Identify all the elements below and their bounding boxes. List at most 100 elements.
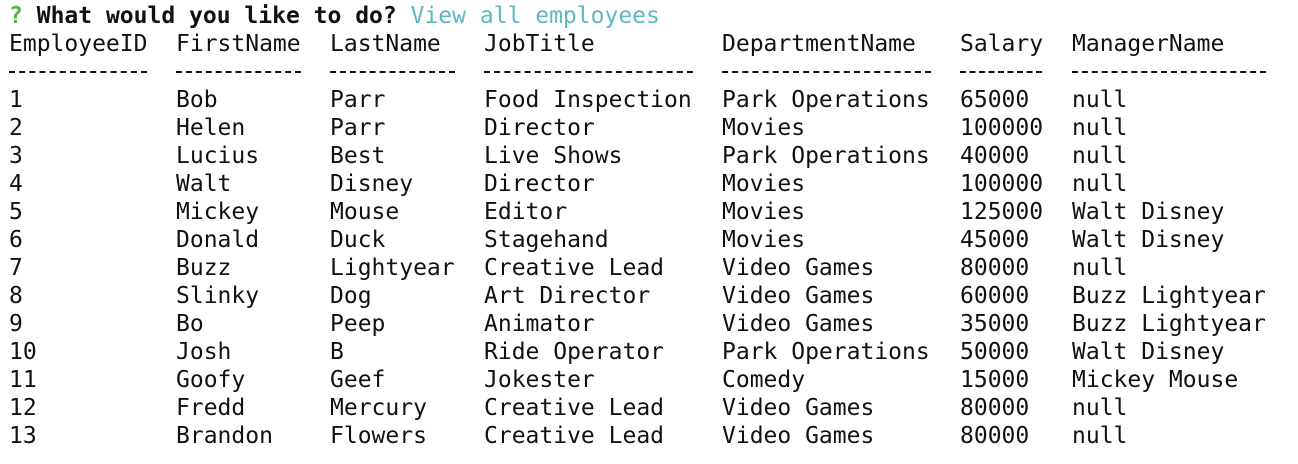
cell-employee-id: 8: [9, 283, 23, 309]
column-header-last-name: LastName: [330, 31, 441, 57]
table-row: 1 Bob Parr Food Inspection Park Operations 65…: [9, 86, 1293, 114]
cell-employee-id: 6: [9, 227, 23, 253]
cell-salary: 60000: [960, 283, 1030, 309]
cell-employee-id: 4: [9, 171, 23, 197]
cell-job-title: Art Director: [484, 283, 651, 309]
cell-manager-name: Walt Disney: [1072, 339, 1225, 365]
cell-last-name: Peep: [330, 311, 386, 337]
cell-last-name: Mercury: [330, 395, 427, 421]
cell-salary: 80000: [960, 423, 1030, 449]
cell-salary: 100000: [960, 171, 1044, 197]
table-row: 3 Lucius Best Live Shows Park Operations 4000…: [9, 142, 1293, 170]
cell-manager-name: null: [1072, 255, 1128, 281]
cell-last-name: Flowers: [330, 423, 427, 449]
cell-department-name: Park Operations: [722, 87, 930, 113]
column-header-salary: Salary: [960, 31, 1044, 57]
cell-job-title: Director: [484, 171, 595, 197]
cell-department-name: Comedy: [722, 367, 806, 393]
cell-salary: 80000: [960, 255, 1030, 281]
cell-first-name: Goofy: [176, 367, 246, 393]
cell-last-name: Dog: [330, 283, 372, 309]
cell-manager-name: null: [1072, 395, 1128, 421]
cell-first-name: Lucius: [176, 143, 260, 169]
prompt-question: What would you like to do?: [36, 3, 397, 29]
separator-last-name: [330, 71, 455, 73]
cell-salary: 65000: [960, 87, 1030, 113]
column-header-job-title: JobTitle: [484, 31, 595, 57]
cell-first-name: Donald: [176, 227, 260, 253]
cell-employee-id: 3: [9, 143, 23, 169]
cell-first-name: Josh: [176, 339, 232, 365]
cell-first-name: Mickey: [176, 199, 260, 225]
prompt-mark: ?: [9, 3, 23, 29]
separator-salary: [960, 71, 1042, 73]
cell-first-name: Slinky: [176, 283, 260, 309]
cell-job-title: Stagehand: [484, 227, 609, 253]
table-row: 11 Goofy Geef Jokester Comedy 15000 Mickey Mou…: [9, 366, 1293, 394]
cell-job-title: Jokester: [484, 367, 595, 393]
cell-salary: 40000: [960, 143, 1030, 169]
table-separator-row: [9, 58, 1293, 86]
cell-department-name: Park Operations: [722, 339, 930, 365]
cell-employee-id: 10: [9, 339, 37, 365]
cell-employee-id: 9: [9, 311, 23, 337]
cell-salary: 50000: [960, 339, 1030, 365]
prompt-answer: View all employees: [410, 3, 660, 29]
cell-salary: 35000: [960, 311, 1030, 337]
cell-salary: 100000: [960, 115, 1044, 141]
cell-job-title: Creative Lead: [484, 423, 665, 449]
table-row: 6 Donald Duck Stagehand Movies 45000 Walt Disn…: [9, 226, 1293, 254]
cell-manager-name: null: [1072, 115, 1128, 141]
cell-salary: 125000: [960, 199, 1044, 225]
table-row: 8 Slinky Dog Art Director Video Games 60000 Bu…: [9, 282, 1293, 310]
cell-manager-name: null: [1072, 143, 1128, 169]
cell-department-name: Video Games: [722, 283, 875, 309]
cell-job-title: Editor: [484, 199, 568, 225]
table-row: 2 Helen Parr Director Movies 100000 null: [9, 114, 1293, 142]
cell-employee-id: 11: [9, 367, 37, 393]
cell-job-title: Live Shows: [484, 143, 623, 169]
separator-employee-id: [9, 71, 147, 73]
cell-manager-name: null: [1072, 87, 1128, 113]
table-row: 9 Bo Peep Animator Video Games 35000 Buzz Ligh…: [9, 310, 1293, 338]
separator-manager-name: [1072, 71, 1266, 73]
cell-last-name: Lightyear: [330, 255, 455, 281]
cell-department-name: Movies: [722, 115, 806, 141]
cell-manager-name: Mickey Mouse: [1072, 367, 1239, 393]
cell-department-name: Video Games: [722, 423, 875, 449]
cell-last-name: Geef: [330, 367, 386, 393]
cell-job-title: Ride Operator: [484, 339, 665, 365]
cell-salary: 80000: [960, 395, 1030, 421]
cell-last-name: Parr: [330, 115, 386, 141]
cell-employee-id: 2: [9, 115, 23, 141]
cell-first-name: Bob: [176, 87, 218, 113]
cell-job-title: Director: [484, 115, 595, 141]
cell-department-name: Movies: [722, 199, 806, 225]
terminal-output: ? What would you like to do? View all em…: [9, 2, 1293, 450]
cell-employee-id: 7: [9, 255, 23, 281]
table-row: 13 Brandon Flowers Creative Lead Video Games…: [9, 422, 1293, 450]
cell-last-name: Mouse: [330, 199, 400, 225]
table-row: 5 Mickey Mouse Editor Movies 125000 Walt Disne…: [9, 198, 1293, 226]
column-header-manager-name: ManagerName: [1072, 31, 1225, 57]
cell-manager-name: null: [1072, 423, 1128, 449]
cell-first-name: Walt: [176, 171, 232, 197]
cell-manager-name: null: [1072, 171, 1128, 197]
cell-employee-id: 1: [9, 87, 23, 113]
cell-manager-name: Buzz Lightyear: [1072, 311, 1266, 337]
cell-first-name: Brandon: [176, 423, 273, 449]
cell-manager-name: Walt Disney: [1072, 227, 1225, 253]
separator-department-name: [722, 71, 931, 73]
cell-first-name: Bo: [176, 311, 204, 337]
cell-salary: 15000: [960, 367, 1030, 393]
cell-job-title: Animator: [484, 311, 595, 337]
table-row: 12 Fredd Mercury Creative Lead Video Games 80…: [9, 394, 1293, 422]
separator-job-title: [484, 71, 693, 73]
cell-department-name: Video Games: [722, 395, 875, 421]
cell-department-name: Video Games: [722, 311, 875, 337]
cell-employee-id: 13: [9, 423, 37, 449]
cell-first-name: Buzz: [176, 255, 232, 281]
cell-salary: 45000: [960, 227, 1030, 253]
cell-job-title: Food Inspection: [484, 87, 692, 113]
table-row: 7 Buzz Lightyear Creative Lead Video Games 80…: [9, 254, 1293, 282]
